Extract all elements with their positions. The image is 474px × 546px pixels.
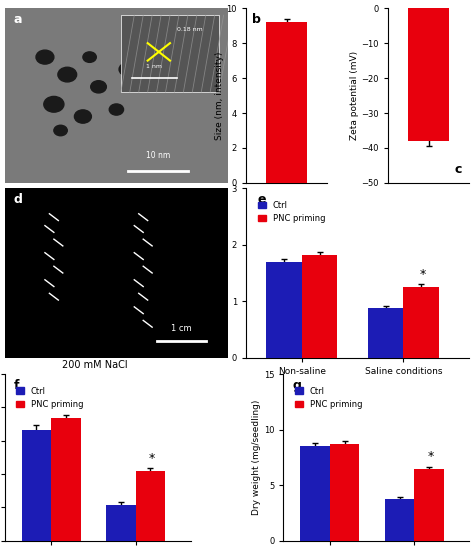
Text: *: *: [428, 450, 434, 464]
Text: *: *: [420, 268, 426, 281]
Bar: [51, 418, 81, 541]
Text: *: *: [149, 452, 155, 465]
Text: 1 nm: 1 nm: [146, 63, 163, 69]
Text: 200 mM NaCl: 200 mM NaCl: [62, 360, 128, 370]
Text: Ctrl: Ctrl: [53, 346, 70, 356]
Text: e: e: [257, 193, 265, 206]
Circle shape: [58, 67, 77, 82]
Text: b: b: [253, 14, 261, 26]
Circle shape: [36, 50, 54, 64]
Circle shape: [91, 81, 106, 93]
Legend: Ctrl, PNC priming: Ctrl, PNC priming: [292, 383, 365, 412]
Text: c: c: [455, 163, 462, 176]
Circle shape: [44, 97, 64, 112]
Bar: [368, 308, 403, 358]
Bar: [414, 470, 444, 541]
Text: PNC priming: PNC priming: [98, 346, 158, 356]
Circle shape: [54, 125, 67, 136]
Y-axis label: Size (nm, intensity): Size (nm, intensity): [215, 51, 224, 140]
Bar: [121, 15, 219, 92]
Text: a: a: [14, 14, 22, 26]
Bar: [106, 505, 136, 541]
Y-axis label: Dry weight (mg/seedling): Dry weight (mg/seedling): [252, 400, 261, 515]
Text: f: f: [14, 379, 19, 392]
Circle shape: [119, 63, 136, 76]
Bar: [136, 471, 165, 541]
Bar: [301, 446, 330, 541]
Bar: [409, 8, 449, 141]
Circle shape: [83, 52, 96, 62]
Bar: [403, 287, 439, 358]
Circle shape: [109, 104, 124, 115]
Text: 0.18 nm: 0.18 nm: [177, 27, 202, 32]
Text: 1 cm: 1 cm: [171, 324, 191, 333]
Bar: [266, 262, 302, 358]
Y-axis label: Shoot length (cm): Shoot length (cm): [220, 232, 229, 314]
Legend: Ctrl, PNC priming: Ctrl, PNC priming: [13, 383, 87, 412]
Bar: [302, 255, 337, 358]
Y-axis label: Zeta potential (mV): Zeta potential (mV): [350, 51, 359, 140]
Bar: [22, 430, 51, 541]
Legend: Ctrl, PNC priming: Ctrl, PNC priming: [255, 198, 329, 227]
Bar: [266, 22, 307, 183]
Text: g: g: [293, 379, 301, 392]
Text: d: d: [14, 193, 23, 206]
Text: 10 nm: 10 nm: [146, 151, 170, 160]
Bar: [330, 444, 359, 541]
Bar: [385, 500, 414, 541]
Circle shape: [74, 110, 91, 123]
